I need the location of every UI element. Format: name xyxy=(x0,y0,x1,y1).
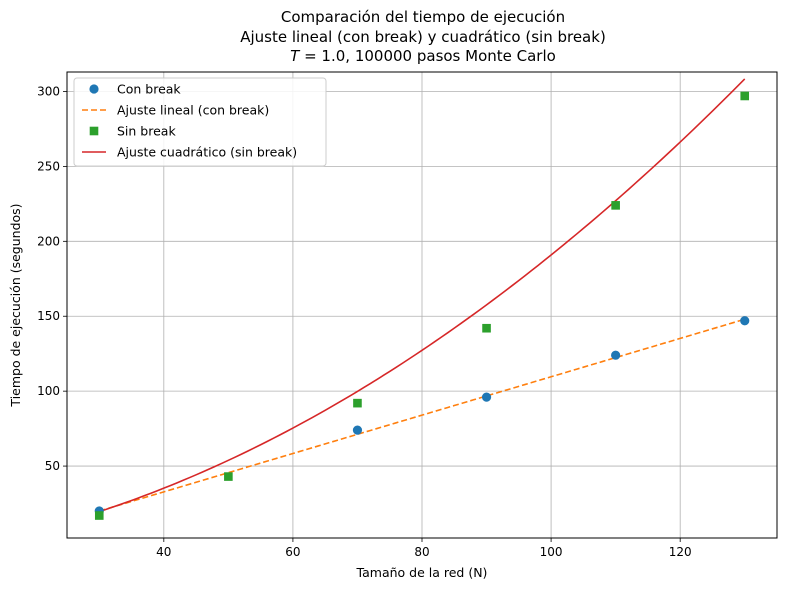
legend-label: Ajuste cuadrático (sin break) xyxy=(117,145,297,160)
data-point xyxy=(482,323,491,333)
data-point xyxy=(224,472,233,481)
legend-label: Con break xyxy=(117,82,181,97)
legend-handle xyxy=(89,84,99,94)
data-point xyxy=(740,316,750,326)
legend-label: Sin break xyxy=(117,124,176,139)
data-point xyxy=(352,425,363,435)
axis-ticks: 40 60 80 100 120 50 100 150 200 250 300 xyxy=(37,84,692,559)
data-point xyxy=(611,350,621,360)
chart-title-line-3: T = 1.0, 100000 pasos Monte Carlo xyxy=(290,47,556,65)
fit-line xyxy=(99,78,746,513)
x-axis-label: Tamaño de la red (N) xyxy=(356,565,488,580)
data-point xyxy=(481,392,492,402)
y-tick-label: 300 xyxy=(37,84,60,98)
y-tick-label: 200 xyxy=(37,234,60,248)
legend: Con break Ajuste lineal (con break) Sin br… xyxy=(73,77,327,167)
data-point xyxy=(353,398,362,408)
y-tick-label: 150 xyxy=(37,309,60,323)
chart-title-variable: T xyxy=(290,47,301,65)
x-tick-label: 60 xyxy=(285,545,300,559)
chart-title-line-1: Comparación del tiempo de ejecución xyxy=(281,8,565,26)
legend-handle xyxy=(89,126,99,136)
y-tick-label: 50 xyxy=(45,459,60,473)
y-axis-label: Tiempo de ejecución (segundos) xyxy=(8,203,23,407)
x-tick-label: 120 xyxy=(669,545,692,559)
chart-title-value: = 1.0, 100000 pasos Monte Carlo xyxy=(299,47,556,65)
plot-series xyxy=(94,78,750,520)
data-point xyxy=(611,201,620,210)
x-tick-label: 100 xyxy=(540,545,563,559)
data-point xyxy=(740,91,750,101)
data-point xyxy=(94,511,104,520)
y-tick-label: 250 xyxy=(37,159,60,173)
y-tick-label: 100 xyxy=(37,384,60,398)
x-tick-label: 80 xyxy=(414,545,429,559)
legend-frame xyxy=(73,77,327,167)
fit-line xyxy=(99,318,745,512)
x-tick-label: 40 xyxy=(156,545,171,559)
grid xyxy=(67,72,777,538)
chart-title-line-2: Ajuste lineal (con break) y cuadrático (… xyxy=(240,28,606,46)
legend-label: Ajuste lineal (con break) xyxy=(117,103,269,118)
